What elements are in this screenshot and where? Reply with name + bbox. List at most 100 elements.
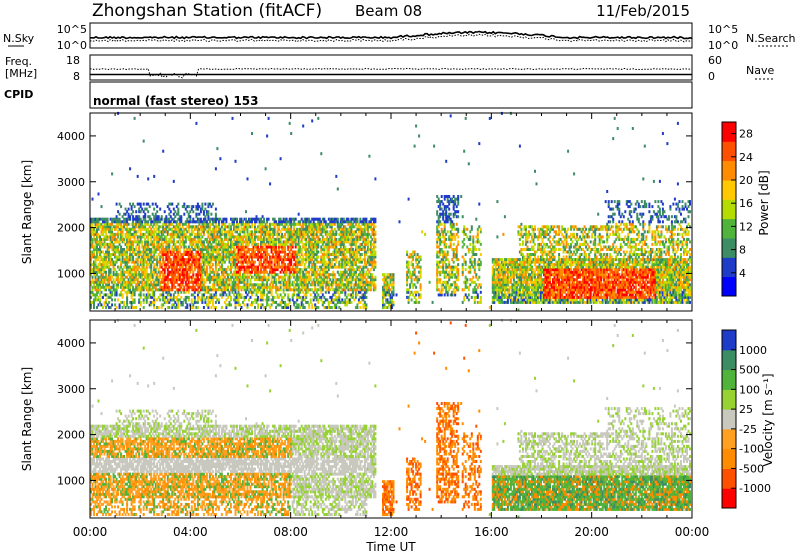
power-cell (103, 227, 106, 231)
power-cell (100, 255, 103, 259)
power-cell (172, 303, 175, 307)
power-cell (207, 248, 210, 251)
power-cell (139, 280, 142, 284)
power-cell (103, 235, 106, 239)
power-cell (109, 255, 112, 259)
power-cell (111, 227, 114, 231)
power-cell (145, 260, 148, 264)
power-cell (130, 245, 133, 249)
power-cell (120, 285, 123, 289)
power-cell (199, 268, 202, 272)
power-cell (126, 300, 129, 304)
power-cell (213, 275, 216, 279)
power-cell (210, 230, 213, 234)
power-cell (183, 273, 186, 277)
power-cell (168, 225, 171, 229)
power-cell (213, 306, 216, 309)
power-cell (168, 248, 171, 251)
power-cell (139, 202, 142, 206)
power-cell (171, 250, 174, 254)
power-cell (187, 245, 190, 249)
power-cell (311, 303, 314, 307)
power-cell (169, 260, 172, 264)
power-cell (345, 255, 348, 259)
power-cell (198, 248, 201, 251)
power-cell (234, 159, 237, 163)
power-cell (211, 250, 214, 254)
power-cell (142, 202, 145, 206)
power-cell (127, 268, 130, 272)
power-cell (126, 230, 129, 234)
power-cell (108, 255, 111, 259)
power-cell (163, 230, 166, 234)
power-cell (154, 285, 157, 289)
power-cell (181, 278, 184, 282)
power-cell (193, 258, 196, 262)
power-cell (279, 270, 282, 274)
power-cell (198, 268, 201, 272)
power-cell (192, 258, 195, 262)
power-cell (166, 258, 169, 262)
power-cell (162, 278, 165, 282)
power-cell (213, 270, 216, 274)
power-cell (189, 303, 192, 307)
power-cell (223, 255, 226, 259)
power-cell (109, 227, 112, 231)
power-cell (359, 217, 362, 221)
power-cell (100, 217, 103, 221)
power-cell (147, 273, 150, 277)
power-cell (216, 225, 219, 229)
power-cell (105, 250, 107, 254)
power-cell (144, 212, 147, 216)
power-cell (202, 230, 205, 234)
power-cell (144, 215, 147, 219)
power-cell (144, 222, 147, 226)
power-cell (171, 285, 174, 289)
power-cell (363, 245, 366, 249)
power-cell (153, 230, 156, 234)
power-cell (198, 290, 201, 294)
power-cell (91, 293, 94, 297)
power-cell (184, 237, 187, 241)
power-cell (174, 255, 177, 259)
power-cell (210, 298, 213, 302)
power-cell (153, 174, 156, 178)
power-cell (147, 202, 150, 206)
power-cell (150, 242, 153, 246)
power-cell (211, 263, 214, 267)
power-cell (120, 220, 123, 224)
power-cell (145, 288, 148, 292)
power-cell (168, 258, 171, 262)
power-cell (121, 280, 124, 284)
power-cell (153, 303, 156, 307)
power-cell (162, 293, 165, 297)
power-cell (159, 230, 162, 234)
power-cell (210, 265, 213, 269)
power-cell (96, 220, 98, 224)
power-cell (228, 280, 231, 284)
power-cell (124, 227, 127, 231)
power-cell (163, 268, 166, 272)
power-cell (219, 280, 222, 284)
power-cell (117, 265, 120, 269)
power-cell (103, 285, 106, 289)
power-cell (217, 283, 220, 287)
power-cell (183, 268, 186, 272)
power-cell (96, 306, 98, 309)
power-cell (178, 255, 181, 259)
power-cell (121, 293, 124, 297)
power-cell (132, 242, 135, 246)
power-cell (96, 225, 98, 229)
power-cell (145, 248, 148, 251)
power-cell (204, 207, 207, 211)
power-cell (211, 222, 214, 226)
power-cell (181, 240, 184, 244)
power-cell (190, 293, 193, 297)
power-cell (166, 230, 169, 234)
power-cell (213, 255, 216, 259)
power-cell (156, 278, 159, 282)
power-cell (198, 255, 201, 259)
power-cell (217, 280, 220, 284)
power-cell (168, 278, 171, 282)
power-cell (192, 242, 195, 246)
